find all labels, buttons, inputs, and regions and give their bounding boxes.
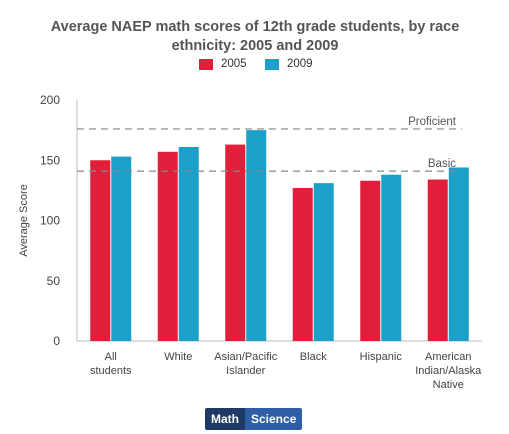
x-tick-label-line: American xyxy=(425,351,471,363)
x-tick-label-line: All xyxy=(105,351,117,363)
reference-label-basic: Basic xyxy=(428,158,456,170)
x-tick-label-line: students xyxy=(90,365,132,377)
reference-label-proficient: Proficient xyxy=(408,116,457,128)
legend-item-2009[interactable]: 2009 xyxy=(265,58,313,70)
bar-2005-all-students xyxy=(90,160,111,341)
y-tick-label-50: 50 xyxy=(47,274,61,288)
bar-2009-hispanic xyxy=(381,174,402,341)
bar-2005-white xyxy=(157,151,178,341)
subject-tabs: Math Science xyxy=(205,408,303,430)
x-tick-label-line: Asian/Pacific xyxy=(214,351,277,363)
tab-science[interactable]: Science xyxy=(245,408,303,430)
y-tick-label-100: 100 xyxy=(40,214,60,228)
bar-2009-all-students xyxy=(111,156,132,341)
x-tick-label-line: Indian/Alaska xyxy=(415,365,482,377)
bar-2005-asian-pacific-islander xyxy=(225,144,246,341)
legend-label-2005: 2005 xyxy=(221,58,247,70)
bar-2009-black xyxy=(313,183,334,341)
tab-math[interactable]: Math xyxy=(205,408,245,430)
bar-2009-asian-pacific-islander xyxy=(246,130,267,341)
chart-legend: 2005 2009 xyxy=(0,58,509,74)
legend-item-2005[interactable]: 2005 xyxy=(199,58,247,70)
legend-swatch-2005 xyxy=(199,58,213,70)
x-tick-label-line: Islander xyxy=(226,365,265,377)
y-tick-label-0: 0 xyxy=(53,334,60,348)
y-axis-title: Average Score xyxy=(18,184,30,257)
x-tick-label-line: White xyxy=(164,351,192,363)
bar-2005-hispanic xyxy=(360,180,381,341)
y-tick-label-150: 150 xyxy=(40,153,60,167)
x-tick-label-line: Native xyxy=(433,379,464,391)
x-tick-label-line: Hispanic xyxy=(360,351,403,363)
y-tick-label-200: 200 xyxy=(40,93,60,107)
bar-2005-black xyxy=(292,187,313,341)
x-tick-label-line: Black xyxy=(300,351,327,363)
legend-label-2009: 2009 xyxy=(287,58,313,70)
bar-2009-white xyxy=(178,146,199,341)
bar-2005-american-indian-alaska-native xyxy=(427,179,448,341)
legend-swatch-2009 xyxy=(265,58,279,70)
bar-2009-american-indian-alaska-native xyxy=(448,167,469,341)
chart-title: Average NAEP math scores of 12th grade s… xyxy=(50,19,460,54)
